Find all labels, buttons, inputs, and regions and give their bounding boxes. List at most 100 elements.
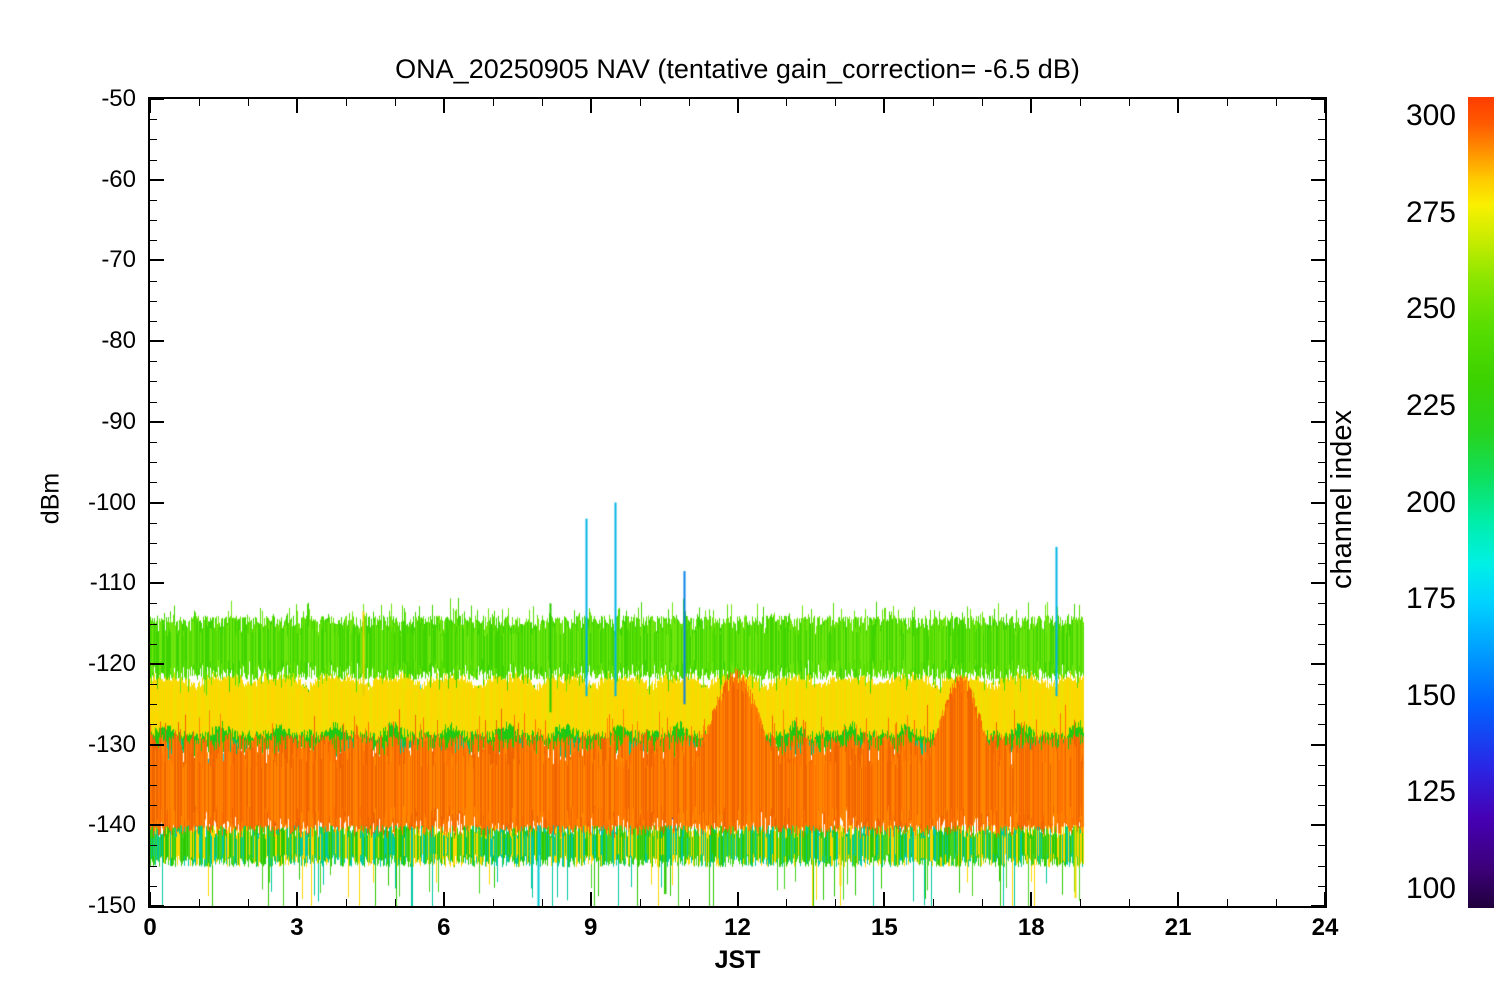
x-major-tick <box>736 99 739 113</box>
y-minor-tick <box>1318 139 1325 141</box>
x-major-tick <box>295 892 298 906</box>
y-minor-tick <box>150 381 157 383</box>
y-tick-label: -70 <box>101 246 136 274</box>
y-major-tick <box>150 501 164 504</box>
y-major-tick <box>150 340 164 343</box>
y-minor-tick <box>150 724 157 726</box>
x-tick-label: 9 <box>583 914 598 941</box>
x-minor-tick <box>1276 99 1278 106</box>
y-minor-tick <box>1318 522 1325 524</box>
y-major-tick <box>1311 662 1325 665</box>
y-major-tick <box>1311 178 1325 181</box>
y-minor-tick <box>1318 684 1325 686</box>
y-minor-tick <box>1318 220 1325 222</box>
colorbar-tick-label: 100 <box>1405 871 1456 905</box>
x-major-tick <box>1030 99 1033 113</box>
y-minor-tick <box>1318 623 1325 625</box>
y-minor-tick <box>1318 845 1325 847</box>
y-minor-tick <box>150 300 157 302</box>
y-minor-tick <box>1318 361 1325 363</box>
y-minor-tick <box>1318 119 1325 121</box>
y-minor-tick <box>1318 724 1325 726</box>
y-tick-label: -80 <box>101 327 136 355</box>
x-minor-tick <box>786 899 788 906</box>
x-minor-tick <box>1080 899 1082 906</box>
y-major-tick <box>150 582 164 585</box>
x-minor-tick <box>639 99 641 106</box>
y-minor-tick <box>150 361 157 363</box>
y-major-tick <box>150 662 164 665</box>
y-major-tick <box>1311 420 1325 423</box>
x-major-tick <box>736 892 739 906</box>
y-minor-tick <box>1318 441 1325 443</box>
y-major-tick <box>150 743 164 746</box>
x-major-tick <box>883 892 886 906</box>
y-major-tick <box>1311 824 1325 827</box>
x-major-tick <box>1324 99 1326 113</box>
colorbar-tick-label: 175 <box>1405 582 1456 616</box>
y-minor-tick <box>150 704 157 706</box>
y-minor-tick <box>150 623 157 625</box>
y-minor-tick <box>150 401 157 403</box>
x-minor-tick <box>198 99 200 106</box>
colorbar-tick-label: 300 <box>1405 99 1456 133</box>
x-tick-label: 18 <box>1017 914 1045 941</box>
x-tick-label: 24 <box>1311 914 1339 941</box>
y-tick-label: -120 <box>87 649 136 677</box>
y-major-tick <box>150 178 164 181</box>
x-major-tick <box>589 99 592 113</box>
y-minor-tick <box>150 845 157 847</box>
colorbar-tick-label: 200 <box>1405 485 1456 519</box>
x-minor-tick <box>247 99 249 106</box>
y-minor-tick <box>150 482 157 484</box>
y-minor-tick <box>1318 320 1325 322</box>
y-minor-tick <box>150 462 157 464</box>
x-tick-label: 6 <box>437 914 451 941</box>
chart-title: ONA_20250905 NAV (tentative gain_correct… <box>395 54 1080 84</box>
y-tick-label: -110 <box>89 569 136 597</box>
x-minor-tick <box>933 99 935 106</box>
colorbar-tick-label: 225 <box>1405 388 1456 422</box>
y-minor-tick <box>150 643 157 645</box>
y-minor-tick <box>1318 603 1325 605</box>
y-minor-tick <box>150 684 157 686</box>
y-minor-tick <box>1318 381 1325 383</box>
x-major-tick <box>149 99 151 113</box>
x-major-tick <box>1324 892 1326 906</box>
x-major-tick <box>589 892 592 906</box>
y-tick-label: -60 <box>101 165 136 193</box>
y-minor-tick <box>1318 643 1325 645</box>
colorbar-gradient <box>1468 97 1494 908</box>
y-minor-tick <box>1318 300 1325 302</box>
x-major-tick <box>883 99 886 113</box>
colorbar-label: channel index <box>1326 410 1358 589</box>
x-minor-tick <box>982 99 984 106</box>
x-minor-tick <box>345 99 347 106</box>
y-minor-tick <box>1318 482 1325 484</box>
x-minor-tick <box>394 899 396 906</box>
colorbar-tick-label: 250 <box>1405 292 1456 326</box>
x-tick-label: 21 <box>1164 914 1192 941</box>
x-major-tick <box>442 892 445 906</box>
x-minor-tick <box>541 99 543 106</box>
x-minor-tick <box>688 99 690 106</box>
x-tick-label: 3 <box>290 914 304 941</box>
y-minor-tick <box>150 805 157 807</box>
y-major-tick <box>1311 905 1325 907</box>
y-minor-tick <box>1318 784 1325 786</box>
y-minor-tick <box>1318 159 1325 161</box>
x-minor-tick <box>541 899 543 906</box>
y-tick-label: -130 <box>87 730 136 758</box>
x-minor-tick <box>247 899 249 906</box>
x-major-tick <box>149 892 151 906</box>
x-minor-tick <box>835 99 837 106</box>
x-minor-tick <box>1276 899 1278 906</box>
y-major-tick <box>1311 582 1325 585</box>
x-minor-tick <box>639 899 641 906</box>
y-minor-tick <box>1318 563 1325 565</box>
y-minor-tick <box>150 159 157 161</box>
y-major-tick <box>1311 98 1325 100</box>
x-major-tick <box>1177 892 1180 906</box>
y-minor-tick <box>1318 805 1325 807</box>
x-tick-label: 15 <box>871 914 898 941</box>
